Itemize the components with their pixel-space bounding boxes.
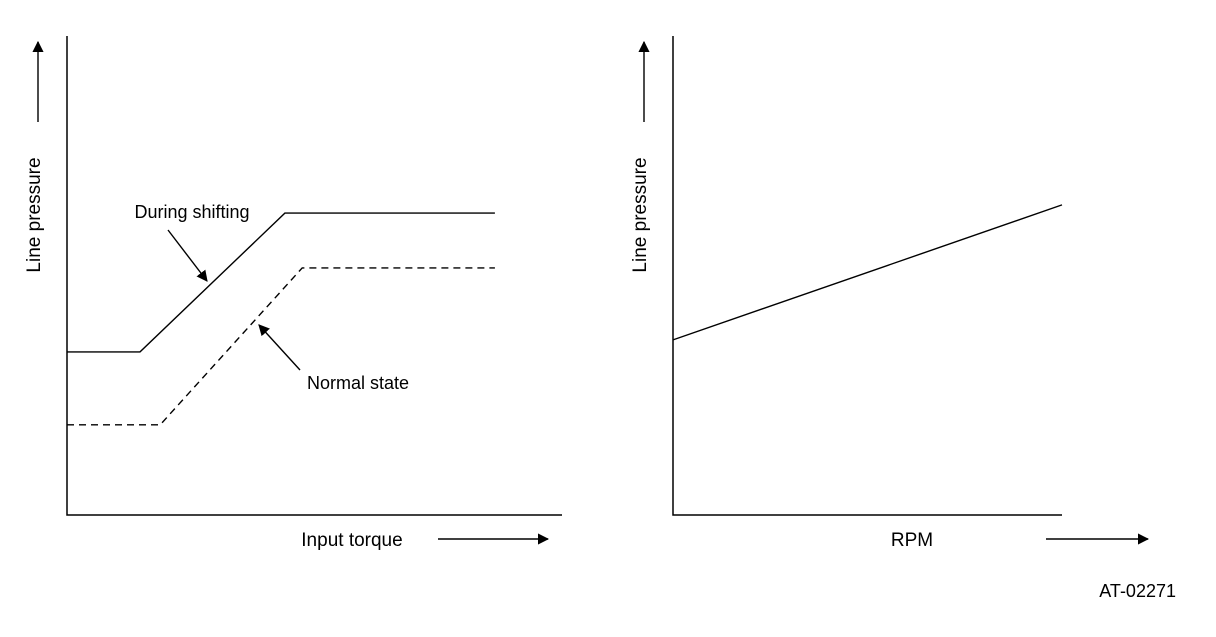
annotation-normal-state-arrow-icon [258,324,301,371]
right-x-axis-label: RPM [891,530,933,551]
left-chart: Line pressure Input torque During shifti… [24,36,562,551]
right-chart: Line pressure RPM [630,36,1150,551]
right-chart-series [672,204,1063,341]
left-x-axis-label: Input torque [301,530,402,551]
left-y-axis-label: Line pressure [24,157,45,272]
series-normal-state [67,267,495,426]
right-chart-axes [672,36,1062,516]
annotation-during-shifting-arrow-icon [167,229,208,282]
series-during-shifting [67,212,495,353]
annotation-normal-state-label: Normal state [307,373,409,393]
annotation-during-shifting-label: During shifting [134,202,249,222]
right-y-axis-label: Line pressure [630,157,651,272]
left-chart-axes [66,36,562,516]
left-chart-series [67,212,495,426]
series-line-pressure-vs-rpm [672,204,1063,341]
figure-code: AT-02271 [1099,581,1176,601]
